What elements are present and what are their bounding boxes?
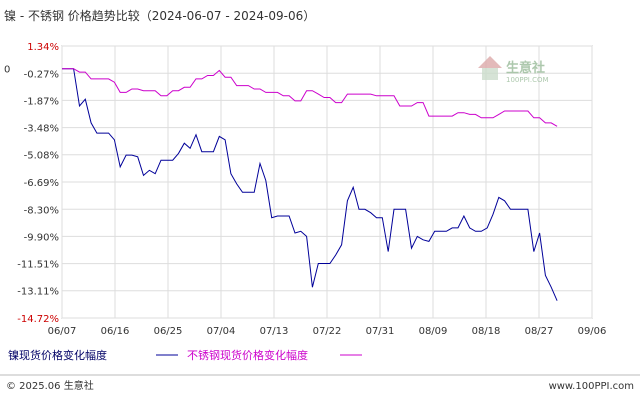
legend-label-nickel: 镍现货价格变化幅度	[8, 348, 107, 362]
footer-copyright: © 2025.06 生意社	[6, 379, 94, 392]
house-icon	[478, 56, 502, 68]
x-tick-label: 06/16	[101, 326, 130, 337]
y-tick-label: 1.34%	[27, 42, 59, 53]
watermark-site: 100PPI.COM	[506, 76, 549, 84]
y-tick-label: -11.51%	[17, 260, 59, 271]
y-tick-label: -8.30%	[24, 205, 59, 216]
y-tick-label: -1.87%	[24, 96, 59, 107]
x-tick-label: 08/27	[525, 326, 554, 337]
x-tick-label: 08/18	[472, 326, 501, 337]
x-tick-label: 07/22	[313, 326, 342, 337]
series-line-2	[62, 68, 558, 127]
watermark-brand: 生意社	[506, 60, 545, 76]
y-tick-label: -13.11%	[17, 287, 59, 298]
y-tick-label: -3.48%	[24, 124, 59, 135]
y-tick-label: -14.72%	[17, 314, 59, 325]
x-tick-label: 08/09	[419, 326, 448, 337]
y-tick-label: -0.27%	[24, 69, 59, 80]
zero-baseline-label: 0	[4, 65, 10, 76]
x-tick-label: 09/06	[578, 326, 607, 337]
series-line-1	[62, 68, 558, 301]
house-body-icon	[482, 68, 498, 80]
x-tick-label: 06/07	[48, 326, 77, 337]
chart-title: 镍 - 不锈钢 价格趋势比较（2024-06-07 - 2024-09-06）	[4, 8, 315, 23]
y-tick-label: -9.90%	[24, 232, 59, 243]
x-tick-label: 07/31	[366, 326, 395, 337]
x-tick-label: 07/04	[207, 326, 236, 337]
y-tick-label: -6.69%	[24, 178, 59, 189]
footer-url: www.100PPI.com	[549, 381, 634, 392]
legend-label-stainless: 不锈钢现货价格变化幅度	[187, 348, 308, 362]
x-tick-label: 06/25	[154, 326, 183, 337]
x-tick-label: 07/13	[260, 326, 289, 337]
y-tick-label: -5.08%	[24, 151, 59, 162]
